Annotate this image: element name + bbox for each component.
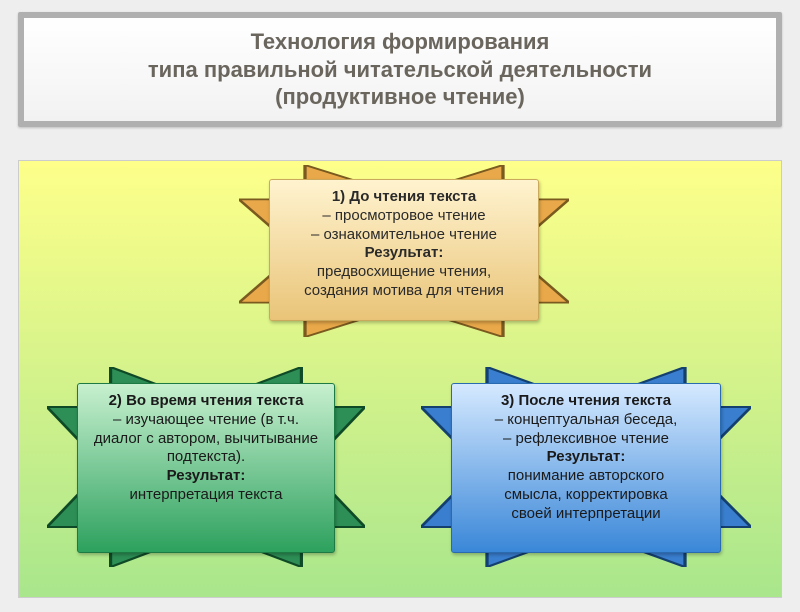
title-line-1: Технология формирования <box>36 28 764 56</box>
node3-result: смысла, корректировка <box>462 486 710 505</box>
node3-result: своей интерпретации <box>462 505 710 524</box>
panel-node-1: 1) До чтения текста – просмотровое чтени… <box>269 179 539 321</box>
panel-node-3: 3) После чтения текста – концептуальная … <box>451 383 721 553</box>
node3-item: – рефлексивное чтение <box>462 430 710 449</box>
node2-title: 2) Во время чтения текста <box>88 392 324 411</box>
node3-title: 3) После чтения текста <box>462 392 710 411</box>
node1-item: – просмотровое чтение <box>280 207 528 226</box>
node3-result-label: Результат: <box>462 448 710 467</box>
node1-result-label: Результат: <box>280 244 528 263</box>
node1-title: 1) До чтения текста <box>280 188 528 207</box>
node2-result: интерпретация текста <box>88 486 324 505</box>
node3-item: – концептуальная беседа, <box>462 411 710 430</box>
diagram-canvas: 1) До чтения текста – просмотровое чтени… <box>18 160 782 598</box>
node1-result: создания мотива для чтения <box>280 282 528 301</box>
title-box: Технология формирования типа правильной … <box>18 12 782 127</box>
node3-result: понимание авторского <box>462 467 710 486</box>
node1-item: – ознакомительное чтение <box>280 226 528 245</box>
node2-result-label: Результат: <box>88 467 324 486</box>
node2-item: – изучающее чтение (в т.ч. диалог с авто… <box>88 411 324 467</box>
node1-result: предвосхищение чтения, <box>280 263 528 282</box>
title-line-3: (продуктивное чтение) <box>36 83 764 111</box>
title-line-2: типа правильной читательской деятельност… <box>36 56 764 84</box>
panel-node-2: 2) Во время чтения текста – изучающее чт… <box>77 383 335 553</box>
